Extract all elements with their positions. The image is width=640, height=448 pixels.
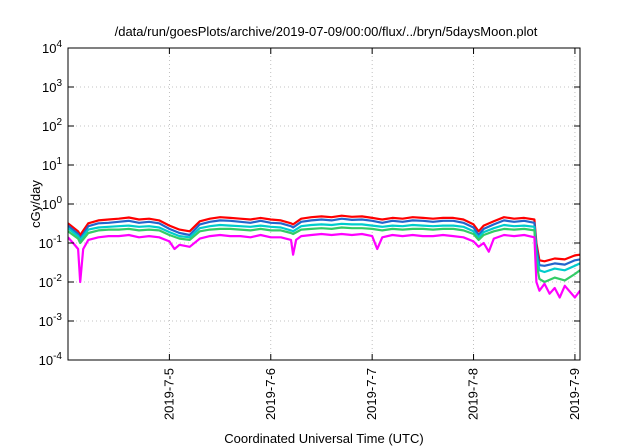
series-line-1 bbox=[68, 214, 580, 263]
x-tick-label: 2019-7-7 bbox=[364, 368, 379, 420]
series-line-3 bbox=[68, 222, 580, 274]
y-axis-label: cGy/day bbox=[28, 180, 43, 228]
series-line-2 bbox=[68, 217, 580, 267]
chart-title: /data/run/goesPlots/archive/2019-07-09/0… bbox=[115, 24, 538, 39]
x-tick-label: 2019-7-8 bbox=[466, 368, 481, 420]
series-group bbox=[68, 214, 580, 299]
x-tick-label: 2019-7-6 bbox=[263, 368, 278, 420]
series-line-5 bbox=[68, 232, 580, 299]
x-axis-label: Coordinated Universal Time (UTC) bbox=[224, 431, 423, 446]
x-ticks: 2019-7-5 2019-7-6 2019-7-7 2019-7-8 2019-7-9 bbox=[161, 48, 582, 420]
series-line-4 bbox=[68, 226, 580, 284]
x-tick-label: 2019-7-5 bbox=[161, 368, 176, 420]
x-tick-label: 2019-7-9 bbox=[567, 368, 582, 420]
